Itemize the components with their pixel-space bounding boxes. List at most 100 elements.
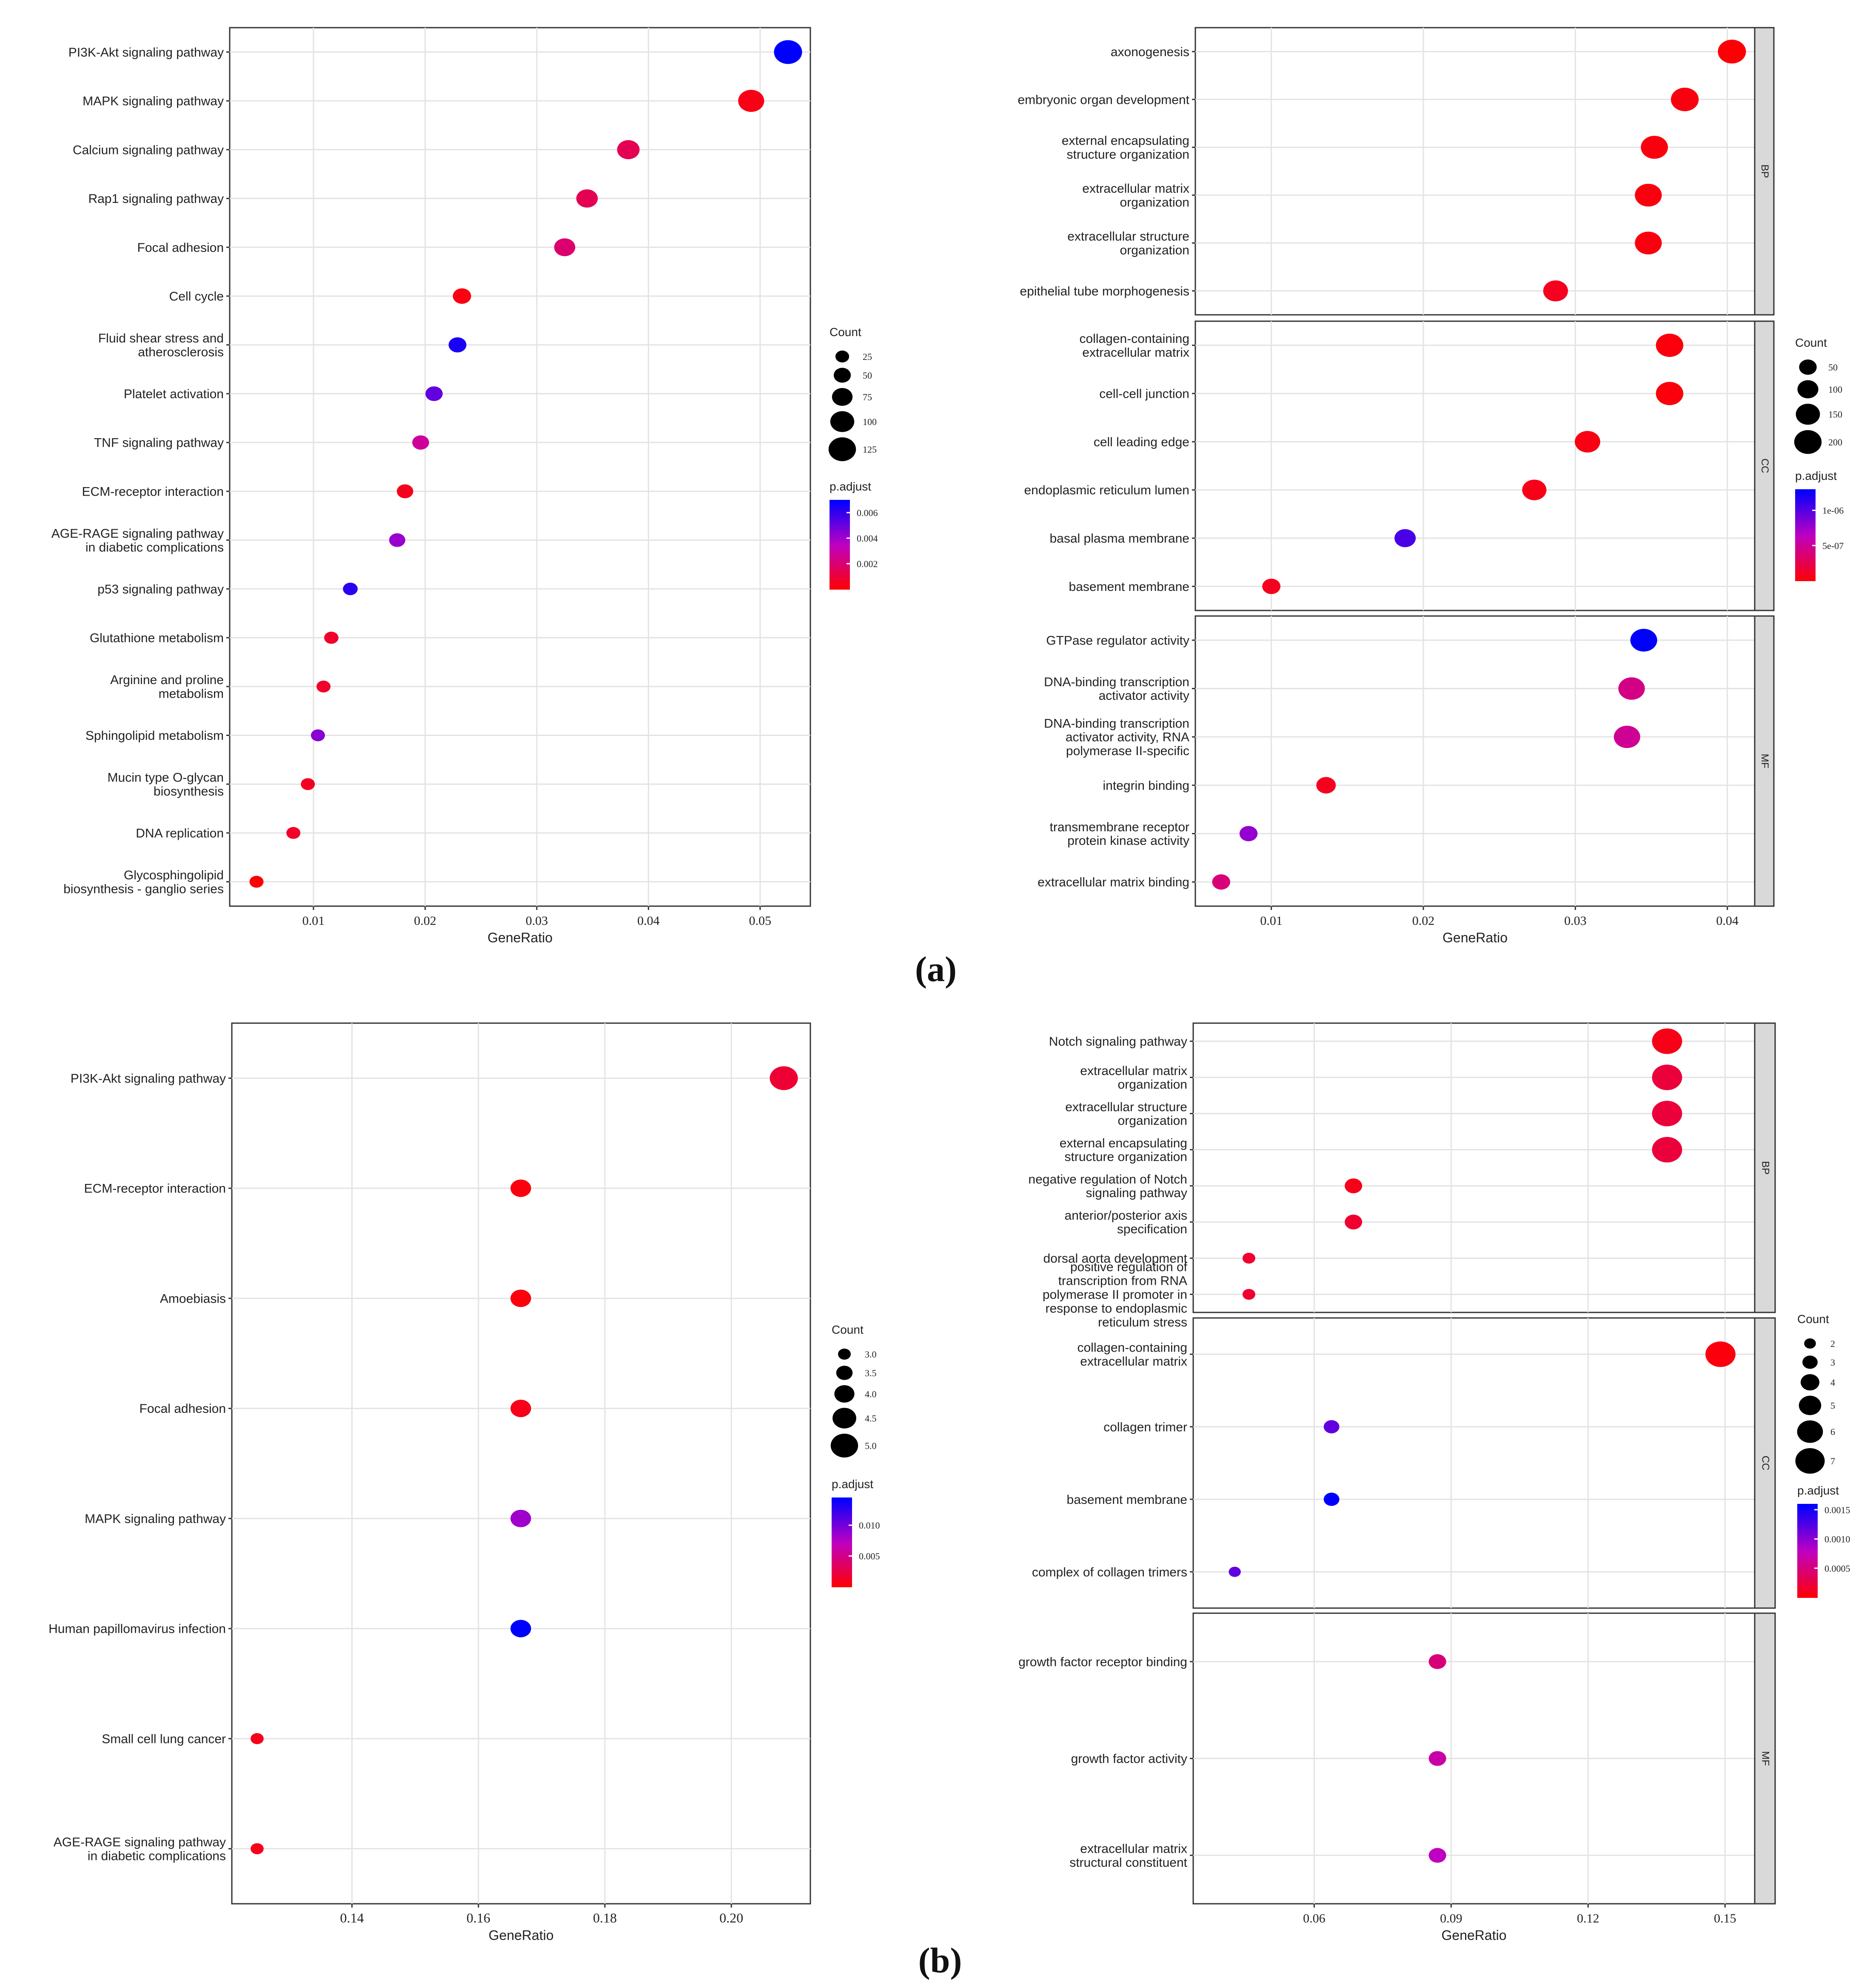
term-label: Sphingolipid metabolism [86, 729, 224, 743]
legend-gradient-step [1795, 537, 1816, 540]
legend-gradient-step [830, 500, 850, 503]
data-point [251, 1733, 264, 1744]
data-point [1613, 725, 1640, 748]
legend-gradient-step [1797, 1509, 1818, 1512]
data-point [510, 1179, 531, 1197]
legend-gradient-step [1795, 546, 1816, 549]
legend-gradient-step [830, 582, 850, 585]
data-point [1543, 280, 1568, 302]
data-point [1656, 382, 1684, 405]
legend-gradient-step [1797, 1569, 1818, 1572]
legend-gradient-step [832, 1533, 852, 1536]
term-label: epithelial tube morphogenesis [1020, 284, 1189, 298]
data-point [1323, 1420, 1340, 1434]
term-label-line: Mucin type O-glycan [108, 770, 224, 784]
data-point [1239, 826, 1258, 841]
legend-gradient-step [832, 1529, 852, 1532]
term-label: DNA-binding transcription activator activ… [1044, 716, 1189, 758]
legend-count-dot [836, 1366, 853, 1380]
term-label: embryonic organ development [1018, 93, 1189, 107]
term-label-line: basement membrane [1067, 1493, 1187, 1507]
legend-gradient-step [832, 1515, 852, 1518]
data-point [1212, 874, 1230, 890]
legend-padj-title: p.adjust [830, 480, 871, 493]
legend-count-dot [1802, 1355, 1818, 1369]
term-label-line: positive regulation of [1070, 1260, 1188, 1274]
term-label-line: PI3K-Akt signaling pathway [68, 46, 224, 60]
legend-gradient-step [1797, 1513, 1818, 1516]
panel-frame [229, 27, 811, 907]
legend-count-label: 50 [1828, 362, 1838, 373]
legend-gradient-step [832, 1560, 852, 1563]
term-label-line: extracellular matrix [1080, 1842, 1187, 1856]
facet-strip [1754, 320, 1775, 611]
term-label: integrin binding [1103, 779, 1189, 793]
panel-label-b: (b) [918, 1941, 962, 1980]
facet-strip [1754, 615, 1775, 907]
term-label-line: extracellular structure [1065, 1100, 1187, 1114]
term-label-line: external encapsulating [1060, 1136, 1187, 1150]
term-label-line: AGE-RAGE signaling pathway [54, 1835, 226, 1849]
legend-gradient-step [830, 585, 850, 588]
data-point [1656, 334, 1684, 357]
legend-gradient-step [832, 1517, 852, 1520]
legend-gradient-step [832, 1582, 852, 1585]
data-point [1641, 136, 1668, 159]
term-label-line: dorsal aorta development [1043, 1252, 1187, 1266]
data-point [510, 1620, 531, 1637]
legend-gradient-step [832, 1502, 852, 1505]
x-tick-label: 0.03 [1564, 914, 1587, 928]
legend-gradient-step [1797, 1506, 1818, 1509]
legend-gradient-step [1795, 578, 1816, 581]
legend-count-label: 5 [1830, 1400, 1835, 1411]
term-label-line: collagen-containing [1079, 332, 1189, 346]
legend-count-label: 2 [1830, 1338, 1835, 1349]
legend-gradient-step [1797, 1588, 1818, 1591]
term-label-line: in diabetic complications [86, 540, 224, 554]
term-label: MAPK signaling pathway [83, 94, 224, 108]
legend-gradient-step [830, 522, 850, 525]
legend-gradient-step [1795, 567, 1816, 570]
facet-cc: collagen-containing extracellular matrixc… [1032, 1317, 1776, 1609]
data-point [1428, 1848, 1446, 1863]
term-label-line: organization [1120, 243, 1189, 257]
legend-gradient-step [1795, 523, 1816, 526]
legend-gradient-step [830, 542, 850, 545]
term-label: MAPK signaling pathway [85, 1512, 226, 1526]
data-point [448, 337, 467, 353]
data-point [389, 533, 405, 547]
legend-gradient-step [1797, 1515, 1818, 1518]
term-label-line: extracellular matrix [1080, 1355, 1187, 1369]
legend-gradient-step [1795, 512, 1816, 515]
term-label: DNA replication [136, 826, 224, 840]
legend-gradient-step [832, 1522, 852, 1525]
data-point [453, 288, 471, 304]
legend-count-label: 4 [1830, 1377, 1835, 1388]
term-label: Cell cycle [169, 289, 224, 303]
legend-count-label: 6 [1830, 1426, 1835, 1437]
data-point [301, 778, 315, 790]
legend-gradient-step [830, 569, 850, 572]
legend: Count 2 3 4 5 6 7 p.adjust 0.0015 0.0010 0.0005 [1795, 1312, 1850, 1598]
facet-strip-label: CC [1760, 1456, 1771, 1471]
legend-gradient-step [1797, 1529, 1818, 1532]
legend-gradient-step [832, 1540, 852, 1543]
x-axis-title: GeneRatio [1442, 1928, 1507, 1943]
legend-gradient-step [832, 1506, 852, 1509]
legend-gradient-step [832, 1569, 852, 1572]
data-point [738, 90, 764, 112]
legend-gradient-step [1795, 548, 1816, 552]
data-point [617, 140, 640, 160]
legend-gradient-step [1797, 1583, 1818, 1586]
term-label: ECM-receptor interaction [84, 1182, 226, 1196]
facet-mf: growth factor receptor binding growth fac… [1018, 1612, 1776, 1905]
term-label-line: anterior/posterior axis [1065, 1209, 1187, 1223]
legend-gradient-step [1795, 544, 1816, 547]
term-label-line: transcription from RNA [1058, 1274, 1187, 1288]
term-label-line: specification [1117, 1222, 1187, 1236]
legend-gradient-step [830, 558, 850, 561]
legend-count-label: 25 [863, 351, 872, 362]
term-label-line: complex of collagen trimers [1032, 1565, 1187, 1579]
chart-a-go: axonogenesis embryonic organ development e… [1018, 27, 1844, 945]
legend-gradient-step [1797, 1534, 1818, 1537]
